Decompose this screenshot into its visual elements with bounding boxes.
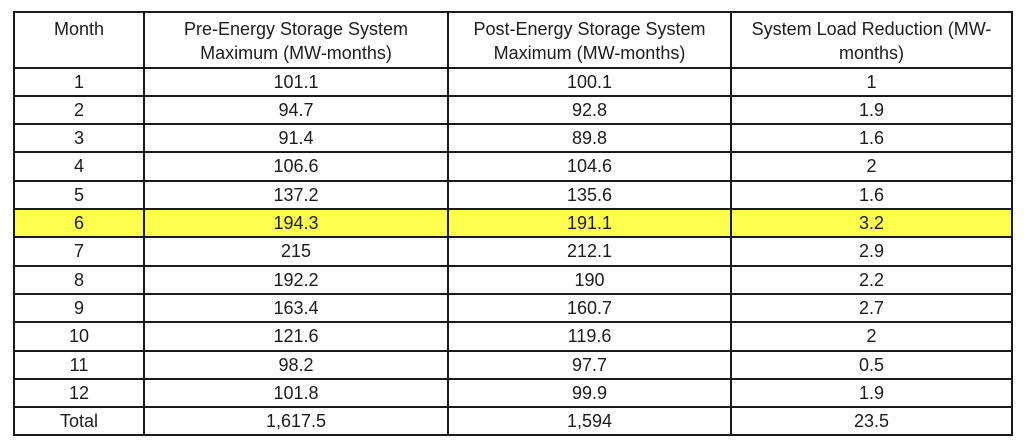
cell-post: 99.9: [447, 377, 732, 409]
cell-pre: 137.2: [143, 179, 449, 211]
table-header: Month Pre-Energy Storage System Maximum …: [13, 11, 1013, 69]
cell-reduction: 1: [730, 66, 1013, 97]
cell-month: 3: [13, 123, 145, 154]
table-row: 4 106.6 104.6 2: [13, 151, 1013, 182]
table-row: 12 101.8 99.9 1.9: [13, 377, 1013, 409]
cell-reduction: 0.5: [730, 349, 1013, 380]
cell-reduction: 1.6: [730, 179, 1013, 211]
cell-reduction: 2.7: [730, 292, 1013, 324]
cell-month: 9: [13, 292, 145, 324]
cell-month: 5: [13, 179, 145, 211]
cell-reduction: 2.9: [730, 236, 1013, 267]
cell-post: 119.6: [447, 321, 732, 352]
table-row: 11 98.2 97.7 0.5: [13, 349, 1013, 380]
cell-post: 104.6: [447, 151, 732, 182]
cell-reduction: 1.9: [730, 94, 1013, 126]
cell-pre: 215: [143, 236, 449, 267]
cell-post: 92.8: [447, 94, 732, 126]
cell-pre: 192.2: [143, 264, 449, 295]
cell-pre: 101.1: [143, 66, 449, 97]
cell-month: 1: [13, 66, 145, 97]
table-row: 3 91.4 89.8 1.6: [13, 123, 1013, 154]
table-row: 2 94.7 92.8 1.9: [13, 94, 1013, 126]
cell-pre: 94.7: [143, 94, 449, 126]
cell-month: 7: [13, 236, 145, 267]
cell-reduction: 1.6: [730, 123, 1013, 154]
cell-post: 191.1: [447, 208, 732, 239]
cell-post: 100.1: [447, 66, 732, 97]
cell-pre: 121.6: [143, 321, 449, 352]
cell-total-label: Total: [13, 406, 145, 437]
cell-total-reduction: 23.5: [730, 406, 1013, 437]
cell-month: 4: [13, 151, 145, 182]
cell-post: 190: [447, 264, 732, 295]
table-body: 1 101.1 100.1 1 2 94.7 92.8 1.9 3 91.4 8…: [13, 66, 1013, 437]
cell-reduction: 3.2: [730, 208, 1013, 239]
table-row: 1 101.1 100.1 1: [13, 66, 1013, 97]
total-row: Total 1,617.5 1,594 23.5: [13, 406, 1013, 437]
cell-month: 12: [13, 377, 145, 409]
cell-pre: 106.6: [143, 151, 449, 182]
cell-pre: 98.2: [143, 349, 449, 380]
cell-post: 97.7: [447, 349, 732, 380]
table-row: 8 192.2 190 2.2: [13, 264, 1013, 295]
table-row: 9 163.4 160.7 2.7: [13, 292, 1013, 324]
cell-month: 8: [13, 264, 145, 295]
cell-pre: 101.8: [143, 377, 449, 409]
header-system-load-reduction: System Load Reduction (MW-months): [730, 11, 1013, 69]
table-row: 5 137.2 135.6 1.6: [13, 179, 1013, 211]
table-row: 10 121.6 119.6 2: [13, 321, 1013, 352]
cell-pre: 163.4: [143, 292, 449, 324]
cell-post: 89.8: [447, 123, 732, 154]
cell-month: 6: [13, 208, 145, 239]
header-pre-ess-maximum: Pre-Energy Storage System Maximum (MW-mo…: [143, 11, 449, 69]
cell-reduction: 2: [730, 321, 1013, 352]
cell-month: 10: [13, 321, 145, 352]
cell-month: 2: [13, 94, 145, 126]
table-row-highlighted: 6 194.3 191.1 3.2: [13, 208, 1013, 239]
cell-post: 160.7: [447, 292, 732, 324]
cell-pre: 194.3: [143, 208, 449, 239]
table-row: 7 215 212.1 2.9: [13, 236, 1013, 267]
energy-storage-monthly-table: Month Pre-Energy Storage System Maximum …: [13, 11, 1013, 437]
energy-storage-table-container: Month Pre-Energy Storage System Maximum …: [13, 11, 1013, 437]
cell-pre: 91.4: [143, 123, 449, 154]
header-row: Month Pre-Energy Storage System Maximum …: [13, 11, 1013, 69]
header-month: Month: [13, 11, 145, 69]
header-post-ess-maximum: Post-Energy Storage System Maximum (MW-m…: [447, 11, 732, 69]
cell-reduction: 2: [730, 151, 1013, 182]
cell-total-pre: 1,617.5: [143, 406, 449, 437]
cell-reduction: 1.9: [730, 377, 1013, 409]
cell-total-post: 1,594: [447, 406, 732, 437]
cell-reduction: 2.2: [730, 264, 1013, 295]
cell-post: 135.6: [447, 179, 732, 211]
cell-month: 11: [13, 349, 145, 380]
cell-post: 212.1: [447, 236, 732, 267]
